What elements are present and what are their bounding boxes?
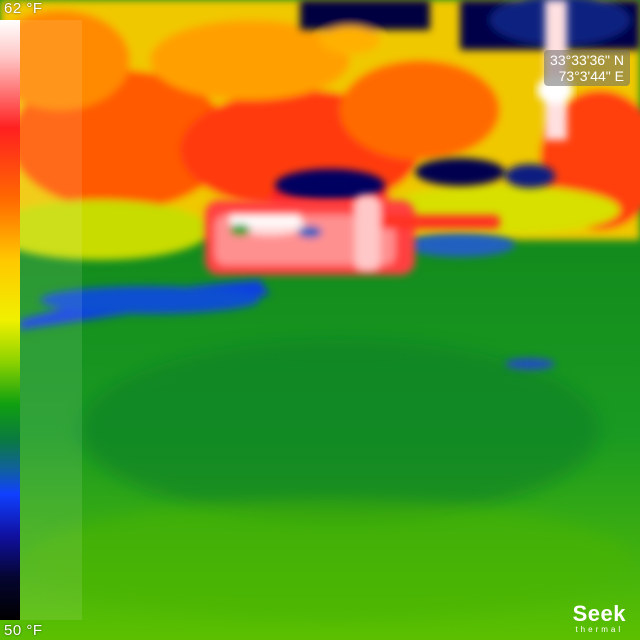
cold-strip [20,280,555,370]
scale-overlay [20,20,82,620]
cold-objects [275,158,555,257]
warm-background [0,0,640,260]
cold-patches [300,0,640,54]
logo-sub-text: thermal [575,625,624,634]
longitude-text: 73°3'44" E [558,68,624,84]
max-temperature-label: 62 °F [4,0,43,17]
logo-main-text: Seek [572,601,626,626]
seek-thermal-logo: Seek thermal [572,601,626,635]
latitude-text: 33°33'36" N [550,52,624,68]
temperature-scale-bar [0,20,20,620]
min-temperature-label: 50 °F [4,622,43,639]
gps-coordinates: 33°33'36" N 73°3'44" E [544,50,630,86]
car [205,195,500,275]
